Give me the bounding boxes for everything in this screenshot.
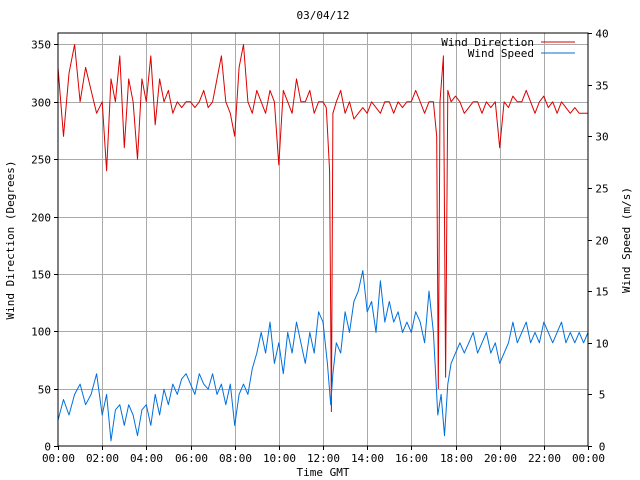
y-right-tick-label: 40 <box>595 28 608 41</box>
y-left-tick-label: 100 <box>31 326 51 339</box>
x-axis-label: Time GMT <box>297 466 350 479</box>
series-line-wind-direction <box>57 44 588 413</box>
y-right-tick-label: 30 <box>595 131 608 144</box>
y-left-tick-label: 250 <box>31 154 51 167</box>
x-tick-label: 22:00 <box>528 452 561 465</box>
legend: Wind Direction Wind Speed <box>441 36 575 60</box>
y-axis-right-ticks: 0 5 10 15 20 25 30 35 40 <box>588 28 609 454</box>
x-tick-label: 12:00 <box>307 452 340 465</box>
x-tick-label: 00:00 <box>572 452 605 465</box>
x-tick-label: 18:00 <box>440 452 473 465</box>
x-tick-label: 20:00 <box>484 452 517 465</box>
y-right-tick-label: 35 <box>595 80 608 93</box>
y-axis-right-label: Wind Speed (m/s) <box>620 187 633 293</box>
y-axis-left-ticks: 0 50 100 150 200 250 300 350 <box>31 39 58 454</box>
y-right-tick-label: 5 <box>599 389 606 402</box>
series-line-wind-speed <box>57 270 589 442</box>
y-left-tick-label: 150 <box>31 269 51 282</box>
y-right-tick-label: 10 <box>595 338 608 351</box>
series-layer <box>57 44 589 442</box>
y-left-tick-label: 200 <box>31 212 51 225</box>
y-right-tick-label: 25 <box>595 183 608 196</box>
legend-label-wind-direction: Wind Direction <box>441 36 534 49</box>
legend-label-wind-speed: Wind Speed <box>468 47 534 60</box>
y-left-tick-label: 350 <box>31 39 51 52</box>
x-tick-label: 04:00 <box>130 452 163 465</box>
y-left-tick-label: 300 <box>31 97 51 110</box>
x-tick-label: 08:00 <box>219 452 252 465</box>
x-tick-label: 02:00 <box>86 452 119 465</box>
y-axis-left-label: Wind Direction (Degrees) <box>4 161 17 320</box>
x-tick-label: 14:00 <box>351 452 384 465</box>
x-tick-label: 00:00 <box>42 452 75 465</box>
chart-title: 03/04/12 <box>297 9 350 22</box>
x-tick-label: 10:00 <box>263 452 296 465</box>
y-left-tick-label: 0 <box>44 441 51 454</box>
y-left-tick-label: 50 <box>38 384 51 397</box>
y-right-tick-label: 20 <box>595 235 608 248</box>
y-right-tick-label: 0 <box>599 441 606 454</box>
y-right-tick-label: 15 <box>595 286 608 299</box>
x-tick-label: 16:00 <box>395 452 428 465</box>
x-axis-ticks: 00:00 02:00 04:00 06:00 08:00 10:00 12:00 14:00… <box>42 446 605 465</box>
grid <box>58 33 588 446</box>
x-tick-label: 06:00 <box>175 452 208 465</box>
